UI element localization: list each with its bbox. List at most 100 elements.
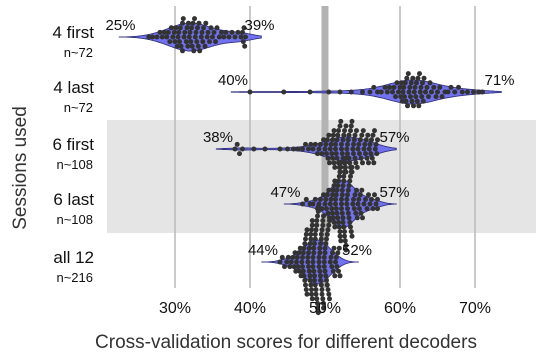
data-point <box>330 192 335 198</box>
data-point <box>306 146 311 152</box>
data-point <box>401 84 407 90</box>
data-point <box>371 84 377 90</box>
data-point <box>333 259 338 265</box>
data-point <box>315 204 321 210</box>
data-point <box>243 34 248 40</box>
data-point <box>319 206 325 212</box>
data-point <box>324 282 330 288</box>
min-label: 44% <box>248 242 278 259</box>
data-point <box>301 273 307 279</box>
data-point <box>184 25 190 31</box>
data-point <box>335 215 341 221</box>
data-point <box>182 29 188 35</box>
data-point <box>321 259 327 265</box>
data-point <box>354 128 359 134</box>
data-point <box>240 146 245 152</box>
data-point <box>208 25 214 31</box>
data-point <box>332 224 338 230</box>
data-point <box>306 245 312 251</box>
data-point <box>321 300 326 306</box>
data-point <box>186 20 191 26</box>
data-point <box>294 254 300 260</box>
data-point <box>343 155 349 161</box>
data-point <box>348 89 354 95</box>
data-point <box>408 80 414 86</box>
data-point <box>345 187 351 193</box>
data-point <box>403 98 409 104</box>
data-point <box>338 160 344 166</box>
data-point <box>341 173 347 179</box>
data-point <box>360 160 365 166</box>
min-label: 25% <box>105 17 135 34</box>
data-point <box>165 29 171 35</box>
data-point <box>299 259 305 265</box>
data-point <box>330 155 335 161</box>
data-point <box>177 39 182 45</box>
data-point <box>304 291 310 297</box>
data-point <box>327 259 333 265</box>
data-point <box>331 160 337 166</box>
data-point <box>330 132 336 138</box>
data-point <box>393 94 398 100</box>
data-point <box>302 241 308 247</box>
y-axis-title: Sessions used <box>10 106 31 230</box>
data-point <box>326 291 332 297</box>
data-point <box>344 196 350 202</box>
data-point <box>314 296 320 302</box>
data-point <box>324 151 329 157</box>
data-point <box>339 210 345 216</box>
data-point <box>321 213 326 219</box>
data-point <box>348 229 354 235</box>
data-point <box>315 151 320 157</box>
data-point <box>323 273 329 279</box>
data-point <box>353 160 359 166</box>
data-point <box>346 132 352 138</box>
data-point <box>183 39 189 45</box>
data-point <box>323 241 329 247</box>
data-point <box>309 222 315 228</box>
data-point <box>369 155 375 161</box>
data-point <box>342 233 347 239</box>
data-point <box>471 89 476 95</box>
data-point <box>370 132 376 138</box>
data-point <box>324 277 329 283</box>
data-point <box>337 233 343 239</box>
data-point <box>235 29 241 35</box>
data-point <box>332 273 338 279</box>
data-point <box>291 146 296 152</box>
data-point <box>354 215 360 221</box>
data-point <box>327 201 333 207</box>
data-point <box>295 146 301 152</box>
data-point <box>411 103 416 109</box>
data-point <box>322 146 328 152</box>
data-point <box>291 264 297 270</box>
data-point <box>351 206 357 212</box>
data-point <box>315 310 321 316</box>
data-point <box>331 183 337 189</box>
data-point <box>339 146 344 152</box>
data-point <box>330 215 336 221</box>
data-point <box>382 84 388 90</box>
row-n-label: n~72 <box>64 45 93 60</box>
data-point <box>357 192 363 198</box>
data-point <box>176 29 182 35</box>
x-tick-label: 70% <box>459 300 491 317</box>
data-point <box>317 268 323 274</box>
data-point <box>402 80 408 86</box>
data-point <box>375 206 380 212</box>
data-point <box>346 215 352 221</box>
data-point <box>413 94 419 100</box>
data-point <box>303 236 308 242</box>
data-point <box>372 146 378 152</box>
data-point <box>318 141 323 147</box>
data-point <box>373 141 379 147</box>
data-point <box>324 192 330 198</box>
data-point <box>300 264 305 270</box>
data-point <box>297 245 303 251</box>
data-point <box>366 146 372 152</box>
data-point <box>337 123 343 129</box>
data-point <box>240 39 246 45</box>
data-point <box>341 132 347 138</box>
data-point <box>369 196 374 202</box>
data-point <box>292 250 298 256</box>
